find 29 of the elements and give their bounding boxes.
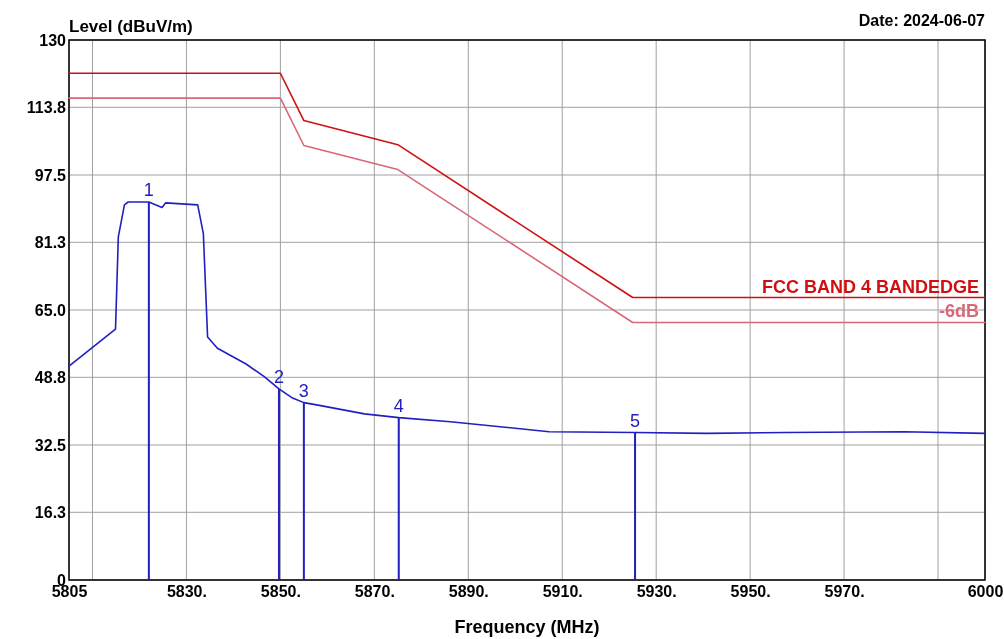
x-tick-label: 5910.	[542, 583, 583, 601]
y-tick-label: 65.0	[34, 301, 67, 319]
annotation: 5	[630, 410, 641, 431]
line-series	[68, 97, 986, 324]
annotation: 4	[393, 395, 404, 416]
x-tick-label: 5950.	[730, 583, 771, 601]
y-tick-label: 113.8	[26, 98, 67, 116]
y-tick-label: 97.5	[34, 166, 67, 184]
annotation: 2	[273, 366, 284, 387]
y-tick-label: 32.5	[34, 436, 67, 454]
x-tick-label: 5970.	[824, 583, 865, 601]
text: Date: 2024-06-07	[858, 12, 986, 29]
y-tick-label: 130	[39, 31, 67, 49]
x-tick-label: 5930.	[636, 583, 677, 601]
x-tick-label: 6000	[967, 583, 1004, 601]
y-tick-label: 16.3	[34, 503, 67, 521]
x-tick-label: 5890.	[448, 583, 489, 601]
series-label: FCC BAND 4 BANDEDGE	[761, 276, 979, 297]
series-label: -6dB	[939, 301, 979, 322]
x-tick-label: 5830.	[166, 583, 207, 601]
line-series	[68, 72, 986, 299]
annotation: 3	[298, 380, 309, 401]
x-tick-label: 5850.	[260, 583, 301, 601]
x-tick-label: 5870.	[354, 583, 395, 601]
y-axis-title: Level (dBuV/m)	[69, 17, 193, 36]
x-axis-title: Frequency (MHz)	[454, 617, 600, 637]
y-tick-label: 48.8	[34, 368, 67, 386]
annotation: 1	[143, 180, 154, 200]
y-tick-label: 81.3	[34, 233, 67, 251]
